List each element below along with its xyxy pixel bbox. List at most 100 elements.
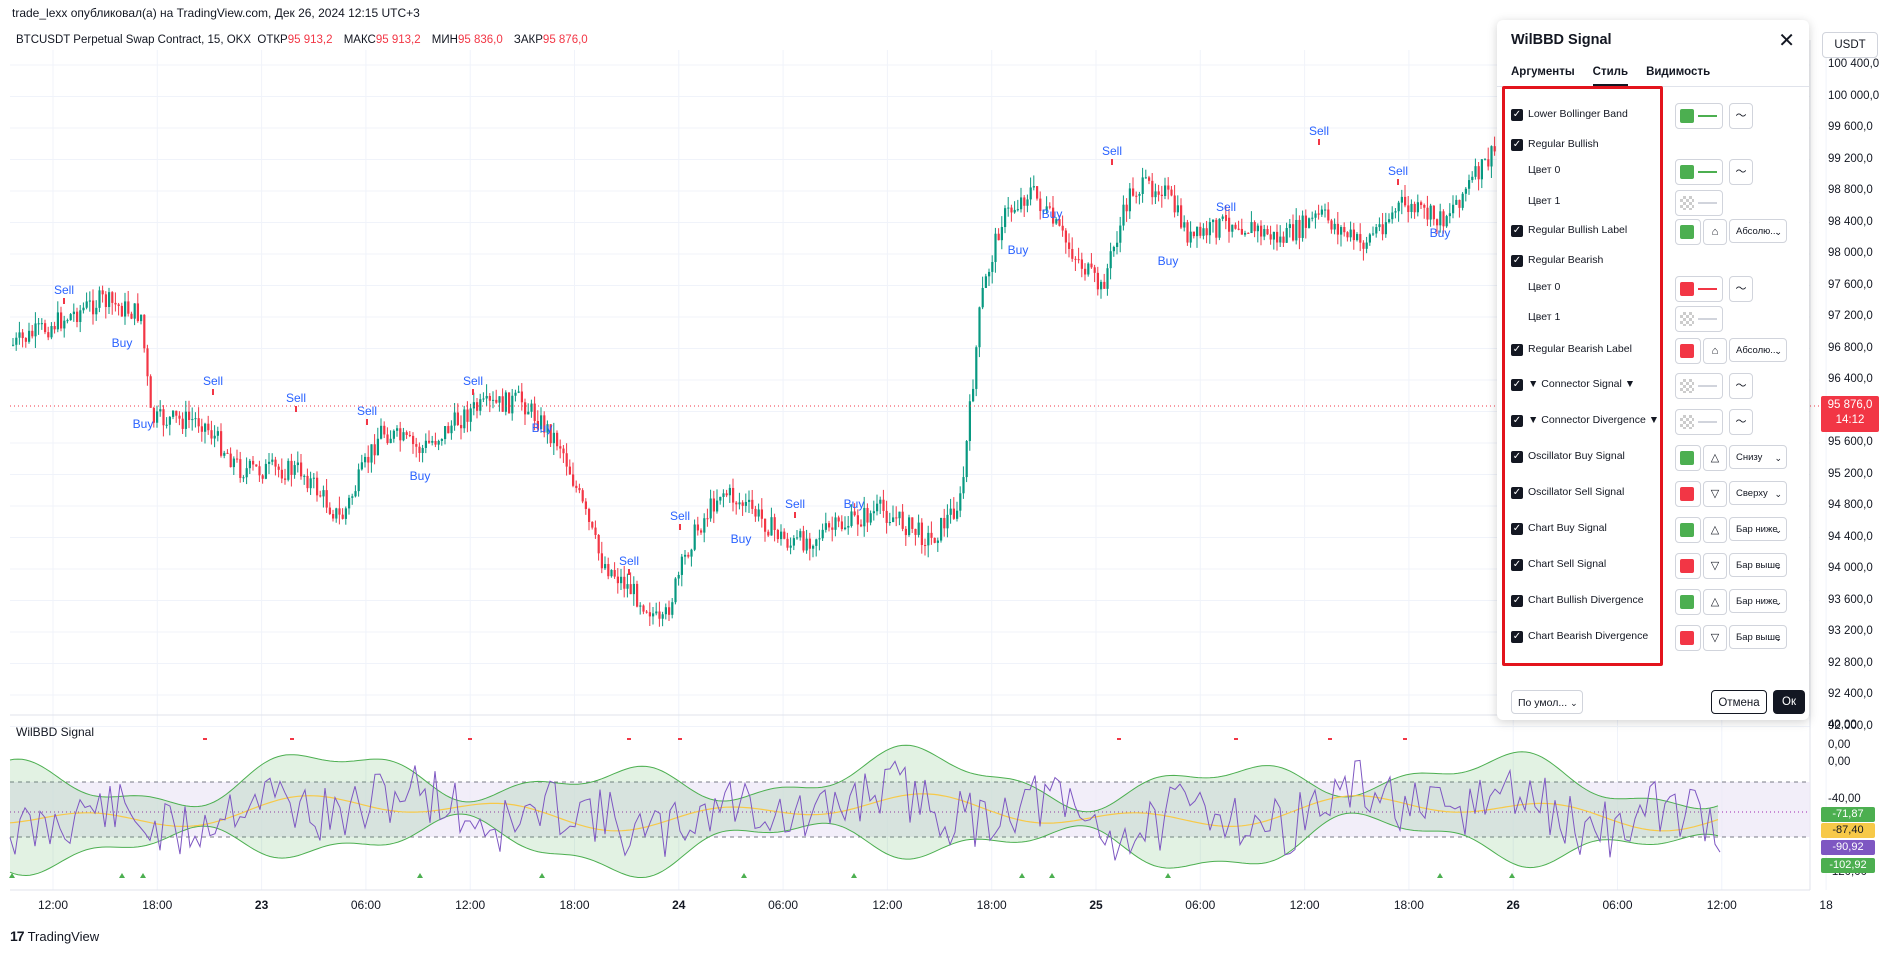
candle-body <box>1480 159 1483 180</box>
candle-body <box>1004 208 1007 228</box>
line-style-icon[interactable]: 〜 <box>1729 103 1753 129</box>
position-dropdown[interactable]: Сверху ⌄ <box>1729 481 1787 505</box>
line-style-icon[interactable]: 〜 <box>1729 373 1753 399</box>
position-dropdown[interactable]: Снизу ⌄ <box>1729 445 1787 469</box>
label-shape-icon[interactable]: ⌂ <box>1703 219 1727 245</box>
position-dropdown[interactable]: Абсолю... ⌄ <box>1729 338 1787 362</box>
cancel-button[interactable]: Отмена <box>1711 690 1767 714</box>
candle-body <box>959 493 962 511</box>
candle-body <box>223 452 226 456</box>
candle-body <box>72 311 75 315</box>
tab-arguments[interactable]: Аргументы <box>1511 66 1575 78</box>
candle-body <box>799 531 802 538</box>
label-shape-icon[interactable]: ⌂ <box>1703 338 1727 364</box>
color-swatch[interactable] <box>1675 373 1723 399</box>
candle-body <box>44 323 47 333</box>
candle-body <box>303 475 306 477</box>
color-swatch[interactable] <box>1675 159 1723 185</box>
arrow-up-icon[interactable]: △ <box>1703 445 1727 471</box>
position-dropdown[interactable]: Бар ниже ⌄ <box>1729 589 1787 613</box>
position-dropdown[interactable]: Абсолю... ⌄ <box>1729 219 1787 243</box>
position-dropdown[interactable]: Бар ниже ⌄ <box>1729 517 1787 541</box>
candle-body <box>1048 206 1051 208</box>
defaults-dropdown[interactable]: По умол... ⌄ <box>1511 690 1583 714</box>
style-row: ✓ Chart Bearish Divergence ▽ Бар выше ⌄ <box>1497 624 1809 652</box>
row-checkbox[interactable]: ✓ <box>1511 451 1523 463</box>
price-axis[interactable]: 100 000,0 99 600,0 99 200,0 98 800,0 98 400,… <box>1810 40 1899 896</box>
candle-body <box>1458 199 1461 208</box>
row-checkbox[interactable]: ✓ <box>1511 109 1523 121</box>
row-checkbox[interactable]: ✓ <box>1511 379 1523 391</box>
candle-body <box>879 499 882 504</box>
time-axis-label: 06:00 <box>1602 898 1633 912</box>
candle-body <box>844 527 847 530</box>
row-label: Chart Bearish Divergence <box>1528 630 1649 642</box>
color-swatch[interactable] <box>1675 190 1723 216</box>
color-swatch[interactable] <box>1675 276 1723 302</box>
row-checkbox[interactable]: ✓ <box>1511 139 1523 151</box>
candle-body <box>1029 187 1032 200</box>
color-swatch[interactable] <box>1675 306 1723 332</box>
arrow-up-icon[interactable]: △ <box>1703 517 1727 543</box>
color-swatch[interactable] <box>1675 481 1701 507</box>
symbol-name[interactable]: BTCUSDT Perpetual Swap Contract, 15, OKX <box>16 34 251 46</box>
candle-body <box>626 584 629 589</box>
style-row: ✓ Regular Bullish <box>1497 132 1809 160</box>
position-dropdown[interactable]: Бар выше ⌄ <box>1729 625 1787 649</box>
osc-sell-marker <box>678 738 682 740</box>
line-style-icon[interactable]: 〜 <box>1729 409 1753 435</box>
oscillator-title[interactable]: WilBBD Signal <box>16 725 95 739</box>
close-icon[interactable]: ✕ <box>1778 30 1795 52</box>
arrow-up-icon[interactable]: △ <box>1703 589 1727 615</box>
color-swatch[interactable] <box>1675 625 1701 651</box>
color-swatch[interactable] <box>1675 553 1701 579</box>
line-style-icon[interactable]: 〜 <box>1729 159 1753 185</box>
style-row: ✓ ▼ Connector Divergence ▼ 〜 <box>1497 408 1809 436</box>
line-style-icon[interactable]: 〜 <box>1729 276 1753 302</box>
currency-selector[interactable]: USDT <box>1822 32 1878 58</box>
row-checkbox[interactable]: ✓ <box>1511 225 1523 237</box>
row-checkbox[interactable]: ✓ <box>1511 595 1523 607</box>
row-checkbox[interactable]: ✓ <box>1511 631 1523 643</box>
candle-body <box>901 511 904 529</box>
candle-body <box>1196 226 1199 237</box>
color-swatch[interactable] <box>1675 103 1723 129</box>
candle-body <box>994 233 997 263</box>
color-swatch[interactable] <box>1675 219 1701 245</box>
tab-style[interactable]: Стиль <box>1592 66 1629 86</box>
row-label: ▼ Connector Divergence ▼ <box>1528 414 1660 426</box>
arrow-down-icon[interactable]: ▽ <box>1703 553 1727 579</box>
candle-body <box>722 493 725 497</box>
candle-body <box>332 514 335 519</box>
row-checkbox[interactable]: ✓ <box>1511 523 1523 535</box>
time-axis[interactable]: 12:00 18:00 23 06:00 12:00 18:00 24 06:00 12:00 1… <box>0 890 1833 914</box>
osc-sell-marker <box>627 738 631 740</box>
color-swatch[interactable] <box>1675 409 1723 435</box>
candle-body <box>485 395 488 399</box>
candle-body <box>1397 202 1400 212</box>
osc-axis-label: 0,00 <box>1828 739 1851 751</box>
osc-buy-marker <box>1049 873 1055 878</box>
tradingview-footer[interactable]: 17 TradingView <box>10 928 99 944</box>
tab-visibility[interactable]: Видимость <box>1646 66 1711 78</box>
color-swatch[interactable] <box>1675 517 1701 543</box>
time-axis-label: 18:00 <box>142 898 173 912</box>
candle-body <box>1141 177 1144 194</box>
candle-body <box>1202 228 1205 236</box>
candle-body <box>719 496 722 501</box>
row-checkbox[interactable]: ✓ <box>1511 559 1523 571</box>
arrow-down-icon[interactable]: ▽ <box>1703 625 1727 651</box>
color-swatch[interactable] <box>1675 445 1701 471</box>
arrow-down-icon[interactable]: ▽ <box>1703 481 1727 507</box>
row-checkbox[interactable]: ✓ <box>1511 487 1523 499</box>
ok-button[interactable]: Ок <box>1773 690 1805 714</box>
row-checkbox[interactable]: ✓ <box>1511 415 1523 427</box>
sell-label: Sell <box>357 404 377 418</box>
color-swatch[interactable] <box>1675 338 1701 364</box>
row-checkbox[interactable]: ✓ <box>1511 255 1523 267</box>
color-swatch[interactable] <box>1675 589 1701 615</box>
row-checkbox[interactable]: ✓ <box>1511 344 1523 356</box>
candle-body <box>908 517 911 536</box>
position-dropdown[interactable]: Бар выше ⌄ <box>1729 553 1787 577</box>
